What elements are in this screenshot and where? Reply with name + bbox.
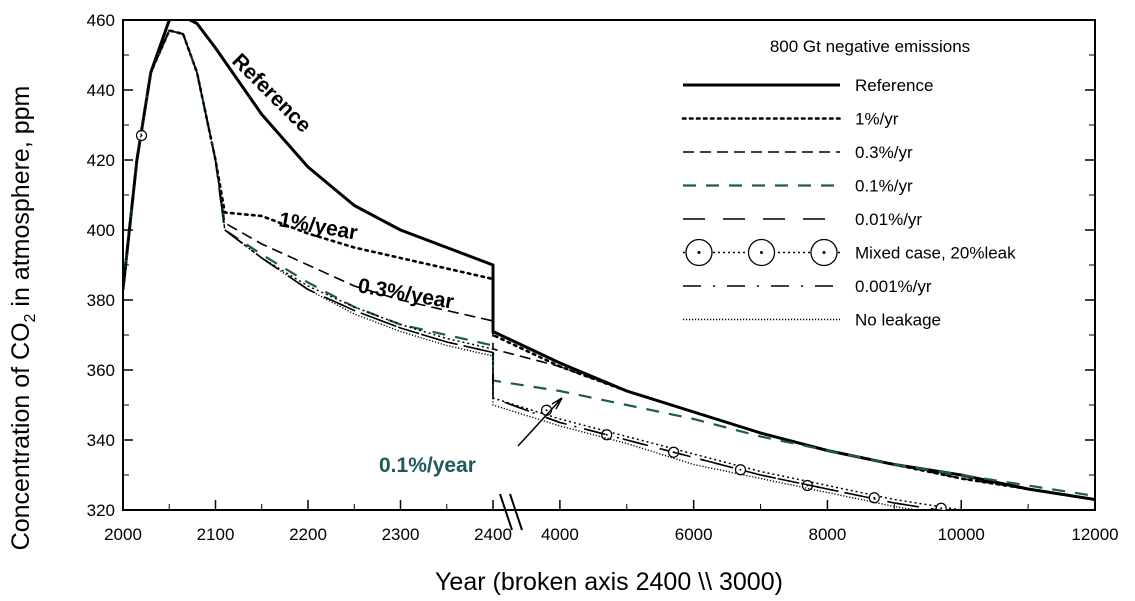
series-layer (123, 20, 1095, 523)
y-tick-label: 340 (87, 431, 115, 450)
y-tick-label: 380 (87, 291, 115, 310)
legend-label: 1%/yr (855, 110, 899, 129)
series-marker (935, 502, 947, 510)
legend-label: 0.01%/yr (855, 210, 922, 229)
legend-label: 0.3%/yr (855, 143, 913, 162)
y-tick-label: 400 (87, 221, 115, 240)
y-tick-label: 440 (87, 81, 115, 100)
x-tick-label: 2000 (104, 525, 142, 544)
series-marker-center (140, 134, 143, 137)
x-tick-label: 2400 (474, 525, 512, 544)
annotation-1-year: 1%/year (277, 208, 359, 244)
series-marker-center (1074, 521, 1076, 523)
series-marker-center (545, 409, 548, 412)
series-marker-center (739, 468, 742, 471)
y-axis-title-main: Concentration of CO (7, 322, 35, 550)
legend-marker-center (697, 251, 701, 254)
series-line-no-leakage (123, 29, 922, 510)
legend: 800 Gt negative emissions Reference 1%/yr 0… (681, 37, 1016, 330)
x-tick-label: 10000 (938, 525, 985, 544)
y-axis-title-tail: in atmosphere, ppm (7, 86, 35, 314)
x-tick-label: 4000 (541, 525, 579, 544)
axis-break-mark (509, 493, 523, 531)
series-marker-center (1007, 514, 1009, 516)
y-tick-label: 460 (87, 11, 115, 30)
y-tick-label: 320 (87, 501, 115, 520)
ticks-layer: 320 340 360 380 400 420 440 460 2000 2100 2200 2300… (87, 11, 1119, 544)
annotation-arrow (517, 397, 563, 447)
series-marker-center (605, 433, 608, 436)
annotation-arrowhead (551, 397, 563, 410)
legend-label: 0.1%/yr (855, 177, 913, 196)
annotation-0-3-year: 0.3%/year (356, 274, 455, 313)
x-tick-label: 2100 (197, 525, 235, 544)
legend-marker-center (760, 251, 763, 254)
axis-break-mark (499, 493, 513, 531)
annotation-0-1-year: 0.1%/year (379, 454, 476, 477)
x-tick-label: 2200 (289, 525, 327, 544)
series-marker-center (940, 507, 943, 510)
legend-label: Reference (855, 76, 933, 95)
series-marker (1006, 509, 1010, 510)
legend-label: Mixed case, 20%leak (855, 244, 1016, 263)
legend-label: 0.001%/yr (855, 277, 932, 296)
legend-label: No leakage (855, 311, 941, 330)
y-axis-title: Concentration of CO2 in atmosphere, ppm (7, 86, 39, 551)
x-tick-label: 2300 (382, 525, 420, 544)
x-axis-title: Year (broken axis 2400 \\ 3000) (435, 568, 783, 596)
y-axis-title-subscript: 2 (22, 313, 39, 322)
x-tick-label: 6000 (675, 525, 713, 544)
legend-title: 800 Gt negative emissions (770, 37, 970, 56)
x-tick-label: 12000 (1071, 525, 1118, 544)
y-tick-label: 420 (87, 151, 115, 170)
y-tick-label: 360 (87, 361, 115, 380)
x-tick-label: 8000 (809, 525, 847, 544)
legend-marker-center (822, 251, 826, 254)
